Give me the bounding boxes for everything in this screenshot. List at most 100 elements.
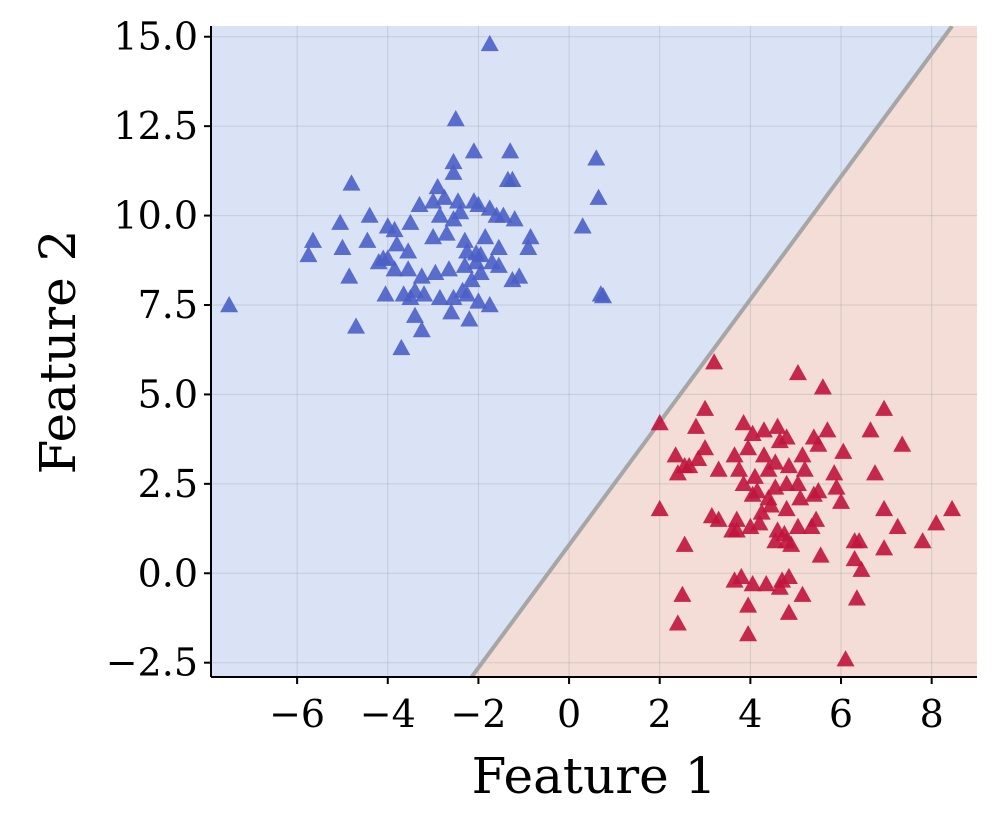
- class-1-point: [743, 485, 762, 502]
- class-0-point: [358, 231, 377, 248]
- class-0-point: [399, 260, 418, 277]
- class-0-point: [399, 242, 418, 259]
- class-1-point: [723, 521, 742, 538]
- class-0-point: [340, 267, 359, 284]
- class-0-point: [401, 288, 420, 306]
- class-0-point: [480, 296, 499, 313]
- class-1-point: [836, 650, 855, 667]
- class-1-point: [813, 378, 832, 395]
- class-0-point: [439, 260, 458, 277]
- y-tick-label: 12.5: [113, 104, 198, 148]
- tick-labels: −6 −4 −2 0 2 4 6 8 −2.5 0.0 2.5 5.0 7.5 10.0 12.5 15.0: [106, 15, 944, 736]
- class-1-point: [709, 510, 728, 527]
- class-1-point: [752, 503, 771, 520]
- x-tick-label: 4: [738, 692, 762, 736]
- class-0-point: [412, 267, 431, 284]
- class-0-point: [589, 188, 608, 205]
- class-1-point: [673, 585, 692, 602]
- class-1-point: [777, 499, 796, 517]
- class-1-point: [650, 414, 669, 431]
- class-0-point: [471, 263, 490, 281]
- class-1-point: [757, 575, 776, 592]
- class-0-point: [503, 170, 522, 188]
- class-0-point: [360, 206, 379, 223]
- class-0-point: [487, 206, 506, 223]
- class-1-point: [779, 456, 798, 474]
- class-1-point: [730, 460, 749, 477]
- class-1-point: [739, 596, 758, 613]
- class-1-point: [675, 535, 694, 552]
- class-1-point: [875, 539, 894, 556]
- class-1-point: [811, 546, 830, 563]
- class-1-point: [795, 460, 814, 477]
- class-0-point: [442, 303, 461, 320]
- class-0-point: [376, 285, 395, 302]
- class-1-point: [761, 496, 780, 513]
- class-0-point: [410, 195, 429, 213]
- x-tick-label: 0: [557, 692, 581, 736]
- class-0-point: [446, 110, 465, 127]
- x-tick-label: −2: [450, 692, 506, 736]
- class-0-point: [303, 231, 322, 248]
- class-1-point: [754, 421, 773, 438]
- class-1-point: [734, 414, 753, 431]
- y-tick-label: 10.0: [113, 194, 198, 238]
- class-1-point: [745, 467, 764, 484]
- y-axis-label: Feature 2: [29, 230, 87, 475]
- class-0-point: [455, 231, 474, 248]
- class-1-point: [832, 492, 851, 509]
- class-1-point: [779, 567, 798, 585]
- class-0-point: [392, 338, 411, 356]
- y-tick-label: 5.0: [138, 372, 198, 416]
- class-1-point: [759, 460, 778, 477]
- class-0-point: [587, 149, 606, 166]
- class-0-point: [430, 288, 449, 306]
- class-1-point: [809, 435, 828, 452]
- class-0-point: [428, 177, 447, 195]
- class-1-point: [725, 446, 744, 463]
- class-1-point: [770, 578, 789, 595]
- class-1-point: [888, 517, 907, 534]
- class-1-point: [834, 442, 853, 459]
- class-0-point: [415, 285, 434, 302]
- class-1-point: [768, 417, 787, 434]
- class-0-point: [412, 321, 431, 338]
- class-0-point: [480, 34, 499, 52]
- class-1-point: [754, 446, 773, 463]
- axes: [204, 26, 977, 684]
- class-0-point: [451, 203, 470, 220]
- class-0-point: [594, 287, 613, 304]
- class-1-point: [766, 532, 785, 549]
- class-1-point: [689, 449, 708, 467]
- class-0-point: [453, 281, 472, 298]
- class-1-point: [696, 439, 715, 456]
- class-1-point: [732, 567, 751, 585]
- y-tick-label: 15.0: [113, 15, 198, 59]
- class-0-point: [385, 260, 404, 277]
- class-1-point: [696, 399, 715, 416]
- class-1-point: [913, 532, 932, 549]
- class-1-point: [861, 421, 880, 438]
- class-0-point: [385, 220, 404, 238]
- decision-boundary-line: [470, 26, 954, 677]
- class-0-point: [489, 256, 508, 273]
- class-0-point: [519, 238, 538, 255]
- x-tick-label: 8: [920, 692, 944, 736]
- class-0-point: [505, 210, 524, 227]
- class-1-point: [766, 478, 785, 495]
- class-0-point: [387, 235, 406, 252]
- class-0-point: [476, 228, 495, 245]
- x-tick-label: −4: [360, 692, 416, 736]
- class-0-point: [469, 195, 488, 213]
- class-1-point: [770, 431, 789, 449]
- class-1-point: [650, 499, 669, 517]
- class-1-point: [818, 421, 837, 438]
- class-1-point: [927, 514, 946, 531]
- class-1-point: [825, 464, 844, 481]
- class-1-point: [866, 464, 885, 481]
- data-points: [220, 34, 962, 667]
- class-0-point: [501, 142, 520, 159]
- class-0-point: [464, 142, 483, 159]
- class-1-point: [791, 489, 810, 506]
